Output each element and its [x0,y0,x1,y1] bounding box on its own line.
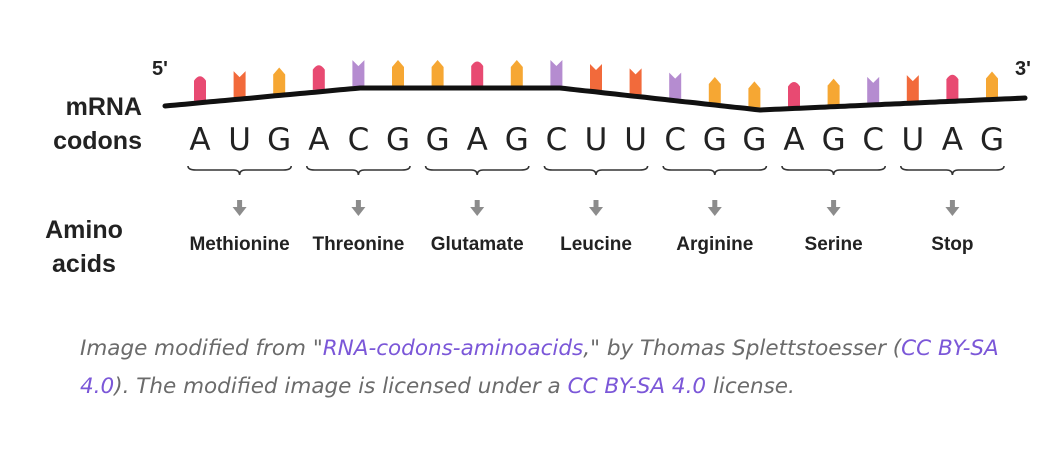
base-letter-U: U [228,122,251,158]
codon-brace [306,165,411,176]
nucleotide-A-peg [788,81,800,107]
nucleotide-A-peg [194,76,206,101]
nucleotide-G-peg [510,60,523,86]
amino-label-line1: Amino [45,216,123,244]
caption-text-1: Image modified from " [80,336,323,361]
base-letter-A: A [941,122,963,158]
base-letter-A: A [783,122,805,158]
base-letter-A: A [308,122,330,158]
base-letter-C: C [347,122,370,158]
mrna-backbone [162,85,1028,113]
amino-acid-label: Glutamate [430,234,524,255]
base-letter-G: G [742,122,767,158]
nucleotide-U-peg [629,68,642,95]
mrna-label-line2: codons [53,127,142,155]
amino-acids-label: Amino acids [30,213,138,281]
down-arrow-shaft [474,200,480,208]
nucleotide-G-peg [748,81,761,108]
nucleotide-G-peg [273,67,286,94]
caption-text-2: ," by Thomas Splettstoesser ( [583,336,902,361]
nucleotide-C-peg [352,60,365,87]
down-arrow-shaft [949,200,955,208]
amino-acid-label: Stop [931,234,974,255]
mrna-strand-graphic [162,60,1028,216]
nucleotide-A-peg [471,61,484,86]
base-letter-A: A [466,122,488,158]
base-letter-G: G [267,122,292,158]
nucleotide-G-peg [431,60,444,86]
three-prime-label: 3' [1015,58,1031,80]
mrna-label-line1: mRNA [65,93,142,121]
amino-acid-label: Arginine [676,234,754,255]
nucleotide-C-peg [550,60,563,86]
mrna-codons-label: mRNA codons [20,90,142,158]
down-arrow-icon [707,207,722,216]
base-letter-G: G [425,122,450,158]
down-arrow-shaft [712,200,718,208]
nucleotide-G-peg [986,71,998,98]
base-letter-G: G [821,122,846,158]
codon-brace [662,165,768,176]
nucleotide-G-peg [392,60,404,86]
down-arrow-icon [589,207,603,216]
amino-acid-label: Leucine [560,234,632,255]
down-arrow-icon [826,207,841,216]
base-letter-U: U [624,122,647,158]
down-arrow-shaft [355,200,361,208]
base-letter-A: A [189,122,211,158]
down-arrow-icon [945,207,960,216]
base-letter-G: G [702,122,727,158]
down-arrow-icon [470,207,485,216]
codon-brace [900,165,1005,176]
license-link-2[interactable]: CC BY-SA 4.0 [567,374,707,399]
amino-acid-label: Serine [804,234,863,255]
amino-label-line2: acids [52,250,116,278]
nucleotide-U-peg [906,75,919,102]
caption-text-4: license. [706,374,795,399]
nucleotide-U-peg [233,71,246,98]
base-letter-C: C [862,122,885,158]
nucleotide-G-peg [827,78,840,105]
codon-brace [543,165,649,176]
base-letter-U: U [584,122,608,158]
base-letter-G: G [385,122,411,158]
license-link-1[interactable]: CC BY-SA 4.0 [80,336,999,399]
codon-brace [781,165,886,176]
codon-brace [187,165,292,176]
base-letter-C: C [545,122,568,158]
down-arrow-icon [232,207,247,216]
nucleotide-A-peg [312,65,325,90]
five-prime-label: 5' [152,58,168,80]
caption-text-3: ). The modified image is licensed under … [114,374,568,399]
base-letter-U: U [901,122,925,158]
codon-brace [424,165,530,176]
base-letter-C: C [664,122,687,158]
down-arrow-shaft [593,200,599,208]
down-arrow-shaft [831,200,837,208]
base-letter-G: G [979,122,1005,158]
amino-acid-label: Threonine [312,234,405,255]
down-arrow-shaft [237,200,243,208]
amino-acid-label: Methionine [189,234,290,255]
nucleotide-C-peg [669,72,682,99]
base-letter-G: G [504,122,529,158]
nucleotide-C-peg [867,76,880,103]
source-image-link[interactable]: RNA-codons-aminoacids [322,336,584,361]
nucleotide-U-peg [590,63,602,90]
nucleotide-A-peg [946,74,959,100]
nucleotide-G-peg [708,77,721,104]
down-arrow-icon [351,207,366,216]
image-caption: Image modified from "RNA-codons-aminoaci… [80,330,1020,406]
